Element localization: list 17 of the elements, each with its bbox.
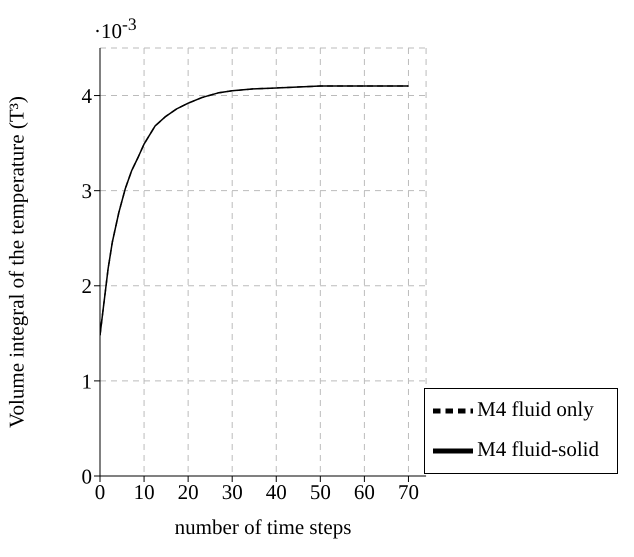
y-tick-label: 4 bbox=[82, 84, 92, 108]
y-tick-label: 1 bbox=[82, 369, 92, 394]
x-tick-label: 40 bbox=[266, 480, 287, 504]
x-tick-label: 60 bbox=[354, 480, 375, 504]
legend-label: M4 fluid only bbox=[477, 396, 594, 421]
y-tick-label: 3 bbox=[82, 179, 92, 204]
x-tick-label: 20 bbox=[178, 480, 199, 504]
legend-label: M4 fluid-solid bbox=[477, 436, 599, 461]
y-tick-label: 0 bbox=[82, 464, 92, 488]
x-tick-label: 10 bbox=[134, 480, 155, 504]
x-axis-title: number of time steps bbox=[174, 515, 352, 539]
y-axis-title: Volume integral of the temperature (T³) bbox=[4, 96, 28, 428]
text: ·10$^{-3}$ bbox=[94, 14, 137, 44]
x-tick-label: 50 bbox=[310, 480, 331, 504]
x-tick-label: 70 bbox=[398, 480, 419, 504]
y-tick-label: 2 bbox=[82, 274, 92, 298]
x-tick-label: 30 bbox=[222, 480, 243, 504]
